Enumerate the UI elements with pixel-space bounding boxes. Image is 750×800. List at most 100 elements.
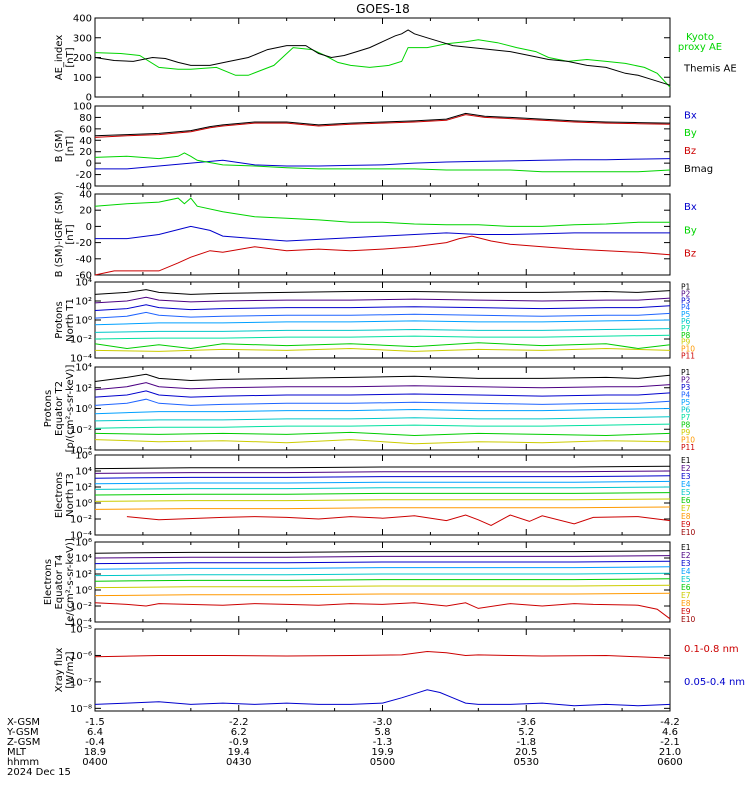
panel-ee: 10⁻⁴ 10⁻² 10⁰ 10² 10⁴ 10⁶ Electrons Equator T4[… — [43, 538, 696, 629]
legend-e3: E3 — [681, 559, 691, 568]
y-axis-label: B (SM) — [54, 129, 65, 162]
legend-p1: P1 — [681, 368, 691, 377]
series-line-by — [94, 152, 671, 173]
series-line-p3 — [94, 304, 671, 311]
x-tick-label: 0400 — [82, 757, 107, 768]
y-tick-label: -40 — [76, 254, 92, 265]
series-line-p9 — [94, 347, 671, 352]
legend-by: By — [684, 225, 697, 236]
series-line-p9 — [94, 439, 671, 445]
legend-e10: E10 — [681, 615, 696, 624]
y-axis-label: Equator T4 — [54, 555, 65, 610]
legend-e10: E10 — [681, 528, 696, 537]
panel-frame — [94, 628, 671, 712]
legend-e9: E9 — [681, 520, 691, 529]
legend-e2: E2 — [681, 464, 691, 473]
x-tick-label: -4.2 — [660, 717, 680, 728]
x-row-label: Z-GSM — [7, 737, 40, 748]
legend-p10: P10 — [681, 436, 695, 445]
legend-e4: E4 — [681, 567, 691, 576]
series-line-p2 — [94, 296, 671, 304]
series-line-bz — [94, 235, 671, 276]
y-tick-label: 80 — [79, 113, 92, 124]
y-tick-label: 10⁻⁴ — [70, 618, 92, 629]
x-tick-label: -2.1 — [660, 737, 680, 748]
series-line-e6 — [94, 578, 671, 582]
y-tick-label: 300 — [73, 33, 92, 44]
x-row-label: MLT — [7, 747, 27, 758]
y-tick-label: -20 — [76, 170, 92, 181]
y-tick-label: 0 — [86, 222, 92, 233]
series-line-by — [94, 197, 670, 227]
y-axis-label: Protons — [54, 301, 65, 338]
y-tick-label: 10² — [75, 570, 92, 581]
y-tick-label: 10⁴ — [75, 278, 92, 289]
panel-frame — [94, 105, 671, 187]
x-tick-label: 5.2 — [518, 727, 534, 738]
series-line-e2 — [94, 555, 671, 559]
legend-p4: P4 — [681, 303, 691, 312]
series-line-p8 — [94, 342, 671, 350]
series-line-e7 — [94, 584, 671, 589]
y-axis-label: North T1 — [65, 298, 76, 342]
plot-title: GOES-18 — [356, 2, 410, 16]
y-tick-label: 10⁻⁴ — [70, 446, 92, 457]
y-tick-label: 10⁴ — [75, 554, 92, 565]
x-tick-label: -3.6 — [516, 717, 536, 728]
x-tick-label: 0430 — [226, 757, 251, 768]
legend-e8: E8 — [681, 599, 691, 608]
series-line-p8 — [94, 431, 671, 437]
y-axis-label: [nT] — [65, 47, 76, 67]
y-axis-label: [nT] — [65, 136, 76, 156]
legend-p9: P9 — [681, 338, 691, 347]
y-tick-label: 60 — [79, 124, 92, 135]
y-tick-label: 10⁰ — [75, 404, 92, 415]
legend-p11: P11 — [681, 443, 695, 452]
y-axis-label: [e/(cm²-s-sr-keV)] — [65, 538, 76, 626]
y-tick-label: 10⁻⁴ — [70, 354, 92, 365]
legend-e8: E8 — [681, 512, 691, 521]
series-line-e4 — [94, 480, 671, 485]
y-tick-label: 10⁰ — [75, 586, 92, 597]
series-line-e5 — [94, 572, 671, 577]
y-tick-label: -20 — [76, 238, 92, 249]
y-axis-label: AE_index — [54, 35, 65, 81]
legend-e6: E6 — [681, 496, 691, 505]
y-tick-label: 100 — [73, 73, 92, 84]
series-line-p1 — [94, 289, 671, 295]
y-axis-label: Electrons — [54, 472, 65, 518]
x-tick-label: 18.9 — [84, 747, 106, 758]
legend-kyoto-proxy-ae: proxy AE — [678, 42, 722, 53]
y-tick-label: 10⁰ — [75, 316, 92, 327]
legend-bx: Bx — [684, 110, 697, 121]
legend-p11: P11 — [681, 352, 695, 361]
series-line-e8 — [94, 592, 671, 597]
legend-kyoto-proxy-ae: Kyoto — [686, 32, 714, 43]
legend-p8: P8 — [681, 421, 691, 430]
legend-p8: P8 — [681, 331, 691, 340]
legend-p6: P6 — [681, 406, 691, 415]
x-tick-label: -1.3 — [373, 737, 393, 748]
legend-p7: P7 — [681, 324, 691, 333]
series-line-e6 — [94, 492, 671, 496]
legend-e4: E4 — [681, 480, 691, 489]
x-row-label: hhmm — [7, 757, 39, 768]
x-tick-label: 21.0 — [659, 747, 681, 758]
y-tick-label: 10⁻² — [70, 425, 92, 436]
series-line-p3 — [94, 390, 671, 398]
x-tick-label: 0530 — [514, 757, 539, 768]
y-tick-label: 10⁻⁵ — [70, 625, 92, 636]
series-line-bx — [95, 158, 671, 170]
series-line-e1 — [94, 465, 671, 470]
series-line-p1 — [94, 373, 671, 382]
panel-bigrf: -60 -40 -20 0 20 40 B (SM)-IGRF (SM) [nT] Bx By Bz — [54, 190, 697, 282]
x-tick-label: -3.0 — [373, 717, 393, 728]
x-tick-label: -2.2 — [229, 717, 249, 728]
legend-p3: P3 — [681, 296, 691, 305]
series-line-themis-ae — [94, 29, 671, 86]
y-tick-label: 200 — [73, 53, 92, 64]
y-axis-label: Electrons — [43, 559, 54, 605]
x-row-label: X-GSM — [7, 717, 40, 728]
y-tick-label: -40 — [76, 182, 92, 193]
